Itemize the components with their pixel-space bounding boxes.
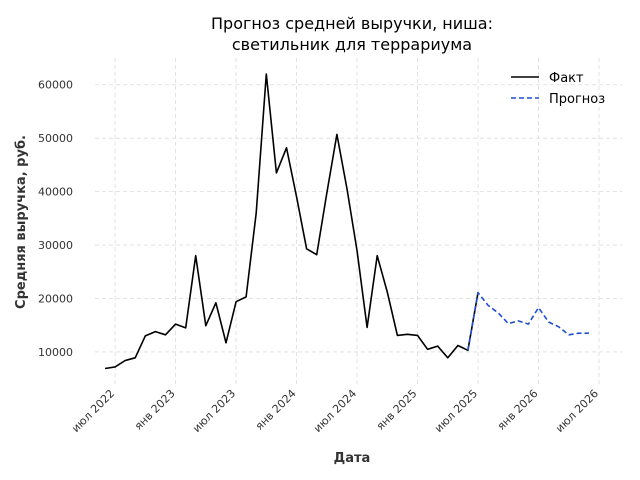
y-tick-label-3: 40000 [38, 186, 73, 199]
series-line-forecast [467, 291, 589, 351]
y-axis-ticks: 10000 20000 30000 40000 50000 60000 [38, 79, 73, 359]
y-tick-label-4: 50000 [38, 132, 73, 145]
grid [95, 58, 622, 384]
legend: Факт Прогноз [511, 71, 605, 107]
y-tick-label-0: 10000 [38, 346, 73, 359]
y-tick-label-1: 20000 [38, 292, 73, 305]
chart-title-line-1: Прогноз средней выручки, ниша: [211, 14, 493, 33]
y-axis-label: Средняя выручка, руб. [14, 135, 29, 309]
y-tick-label-5: 60000 [38, 79, 73, 92]
series [104, 73, 589, 370]
legend-label-fact: Факт [549, 71, 584, 86]
legend-label-forecast: Прогноз [549, 92, 605, 107]
series-line-fact [104, 73, 479, 370]
x-axis-label: Дата [334, 451, 371, 466]
chart-title-line-2: светильник для террариума [232, 35, 472, 54]
y-tick-label-2: 30000 [38, 239, 73, 252]
